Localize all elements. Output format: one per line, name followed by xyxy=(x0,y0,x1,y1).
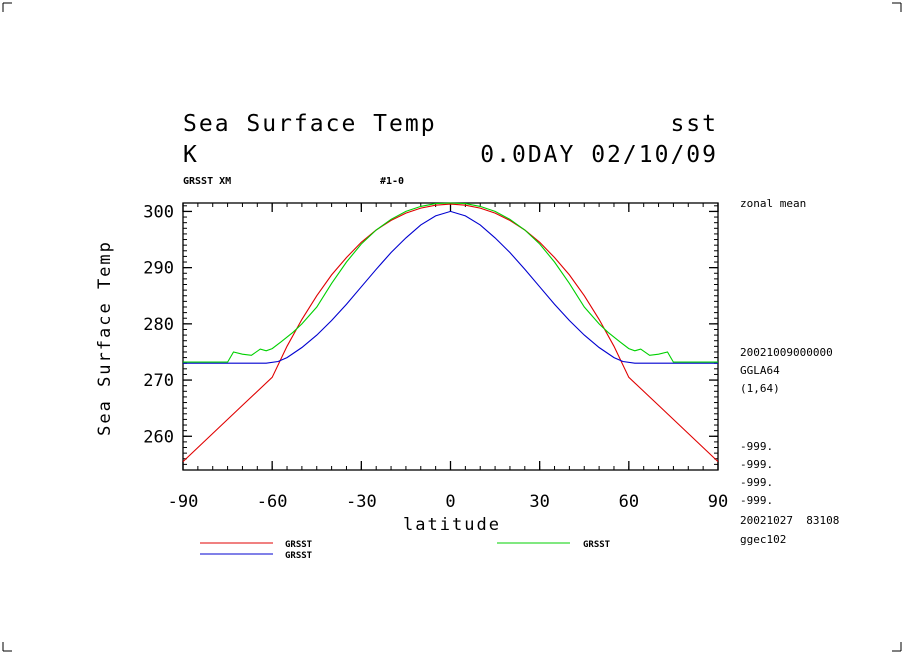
host-label: ggec102 xyxy=(740,533,786,546)
legend-label-green: GRSST xyxy=(583,540,611,550)
legend: GRSST GRSST GRSST xyxy=(200,540,611,561)
date-label: 20021009000000 xyxy=(740,346,833,359)
missing-value-1: -999. xyxy=(740,440,773,453)
x-tick-label: 90 xyxy=(708,492,728,512)
missing-value-2: -999. xyxy=(740,458,773,471)
dataset-label: GRSST XM xyxy=(183,176,231,187)
y-axis-title: Sea Surface Temp xyxy=(95,240,115,436)
y-tick-label: 300 xyxy=(143,202,174,222)
run-label: #1-0 xyxy=(380,176,404,187)
grid-label: GGLA64 xyxy=(740,364,780,377)
y-tick-label: 290 xyxy=(143,259,174,279)
y-tick-label: 270 xyxy=(143,371,174,391)
x-tick-label: 30 xyxy=(529,492,549,512)
timestamp-label: 20021027 83108 xyxy=(740,514,839,527)
series-line-blue xyxy=(183,210,718,364)
time-label: 0.0DAY 02/10/09 xyxy=(480,142,718,168)
chart-title: Sea Surface Temp xyxy=(183,111,437,137)
y-tick-labels: 260 270 280 290 300 xyxy=(143,202,174,447)
variable-name: sst xyxy=(670,111,718,137)
y-tick-label: 280 xyxy=(143,315,174,335)
y-tick-label: 260 xyxy=(143,427,174,447)
legend-label-blue: GRSST xyxy=(285,551,313,561)
x-tick-label: -30 xyxy=(346,492,377,512)
index-label: (1,64) xyxy=(740,382,780,395)
x-tick-label: -90 xyxy=(168,492,199,512)
plot-frame xyxy=(182,202,719,471)
unit-label: K xyxy=(183,142,199,168)
missing-value-4: -999. xyxy=(740,494,773,507)
zonal-mean-label: zonal mean xyxy=(740,197,806,210)
major-ticks xyxy=(182,203,719,470)
minor-ticks xyxy=(182,203,719,470)
x-tick-label: -60 xyxy=(257,492,288,512)
x-tick-labels: -90 -60 -30 0 30 60 90 xyxy=(168,492,729,512)
legend-label-red: GRSST xyxy=(285,540,313,550)
series-line-red xyxy=(182,203,719,462)
missing-value-3: -999. xyxy=(740,476,773,489)
series-lines xyxy=(182,202,719,462)
x-tick-label: 60 xyxy=(619,492,639,512)
series-line-green xyxy=(183,202,718,363)
x-tick-label: 0 xyxy=(445,492,455,512)
x-axis-title: latitude xyxy=(403,515,501,535)
